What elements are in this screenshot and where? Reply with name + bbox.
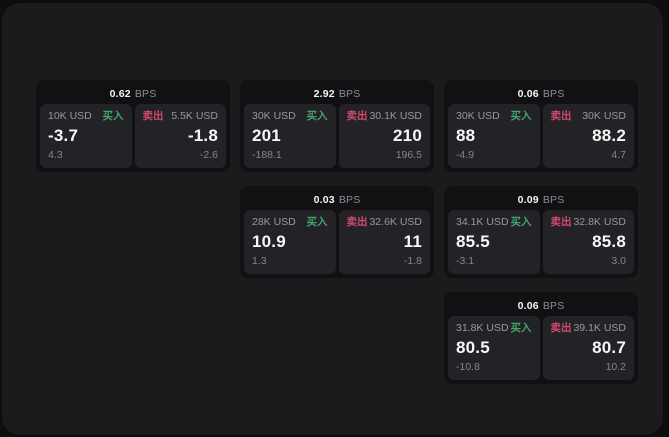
sell-amount: 32.8K USD — [573, 216, 626, 228]
card-header: 0.06 BPS — [448, 296, 634, 316]
sell-badge: 卖出 — [550, 322, 572, 334]
quote-card: 0.06 BPS 30K USD 买入 88 -4.9 卖出 30K USD 8… — [444, 80, 638, 172]
sell-price: 11 — [403, 232, 422, 251]
quote-card: 0.06 BPS 31.8K USD 买入 80.5 -10.8 卖出 39.1… — [444, 292, 638, 384]
bps-value: 0.06 — [517, 300, 539, 312]
buy-price: 201 — [252, 126, 281, 145]
buy-delta: -10.8 — [456, 361, 480, 373]
sell-delta: -1.8 — [403, 255, 422, 267]
buy-amount: 34.1K USD — [456, 216, 509, 228]
buy-delta: -3.1 — [456, 255, 475, 267]
buy-tile[interactable]: 28K USD 买入 10.9 1.3 — [244, 210, 336, 274]
sell-delta: 196.5 — [395, 149, 422, 161]
buy-price: 80.5 — [456, 338, 490, 357]
buy-price: 10.9 — [252, 232, 286, 251]
sell-badge: 卖出 — [550, 216, 572, 228]
bps-unit-label: BPS — [338, 88, 361, 100]
bps-value: 2.92 — [313, 88, 335, 100]
quote-card: 2.92 BPS 30K USD 买入 201 -188.1 卖出 30.1K … — [240, 80, 434, 172]
buy-tile[interactable]: 34.1K USD 买入 85.5 -3.1 — [448, 210, 540, 274]
sell-amount: 39.1K USD — [573, 322, 626, 334]
buy-tile[interactable]: 31.8K USD 买入 80.5 -10.8 — [448, 316, 540, 380]
sell-delta: 3.0 — [611, 255, 626, 267]
buy-amount: 28K USD — [252, 216, 296, 228]
sell-amount: 32.6K USD — [369, 216, 422, 228]
buy-amount: 10K USD — [48, 110, 92, 122]
card-header: 2.92 BPS — [244, 84, 430, 104]
sell-delta: 10.2 — [605, 361, 626, 373]
buy-amount: 30K USD — [252, 110, 296, 122]
bps-unit-label: BPS — [542, 194, 565, 206]
sell-tile[interactable]: 卖出 39.1K USD 80.7 10.2 — [542, 316, 634, 380]
buy-badge: 买入 — [510, 110, 532, 122]
buy-price: 85.5 — [456, 232, 490, 251]
quote-card: 0.03 BPS 28K USD 买入 10.9 1.3 卖出 32.6K US… — [240, 186, 434, 278]
buy-delta: -4.9 — [456, 149, 475, 161]
sell-price: 210 — [393, 126, 422, 145]
sell-badge: 卖出 — [550, 110, 572, 122]
sell-amount: 30.1K USD — [369, 110, 422, 122]
sell-badge: 卖出 — [346, 110, 368, 122]
buy-price: -3.7 — [48, 126, 79, 145]
bps-value: 0.62 — [109, 88, 131, 100]
sell-price: 80.7 — [592, 338, 626, 357]
card-header: 0.62 BPS — [40, 84, 226, 104]
buy-delta: 4.3 — [48, 149, 63, 161]
sell-tile[interactable]: 卖出 32.6K USD 11 -1.8 — [338, 210, 430, 274]
bps-unit-label: BPS — [542, 300, 565, 312]
main-panel: 0.62 BPS 10K USD 买入 -3.7 4.3 卖出 5.5K USD… — [2, 3, 663, 435]
buy-badge: 买入 — [510, 216, 532, 228]
sell-tile[interactable]: 卖出 32.8K USD 85.8 3.0 — [542, 210, 634, 274]
sell-price: -1.8 — [187, 126, 218, 145]
bps-value: 0.06 — [517, 88, 539, 100]
buy-tile[interactable]: 30K USD 买入 201 -188.1 — [244, 104, 336, 168]
bps-value: 0.03 — [313, 194, 335, 206]
sell-price: 85.8 — [592, 232, 626, 251]
sell-badge: 卖出 — [142, 110, 164, 122]
bps-unit-label: BPS — [542, 88, 565, 100]
buy-badge: 买入 — [510, 322, 532, 334]
buy-badge: 买入 — [306, 110, 328, 122]
sell-tile[interactable]: 卖出 30.1K USD 210 196.5 — [338, 104, 430, 168]
sell-amount: 5.5K USD — [171, 110, 218, 122]
buy-delta: -188.1 — [252, 149, 282, 161]
bps-unit-label: BPS — [338, 194, 361, 206]
sell-price: 88.2 — [592, 126, 626, 145]
bps-value: 0.09 — [517, 194, 539, 206]
sell-tile[interactable]: 卖出 30K USD 88.2 4.7 — [542, 104, 634, 168]
sell-badge: 卖出 — [346, 216, 368, 228]
card-header: 0.06 BPS — [448, 84, 634, 104]
buy-amount: 30K USD — [456, 110, 500, 122]
quote-card: 0.62 BPS 10K USD 买入 -3.7 4.3 卖出 5.5K USD… — [36, 80, 230, 172]
buy-badge: 买入 — [306, 216, 328, 228]
sell-amount: 30K USD — [582, 110, 626, 122]
sell-delta: 4.7 — [611, 149, 626, 161]
buy-tile[interactable]: 10K USD 买入 -3.7 4.3 — [40, 104, 132, 168]
buy-amount: 31.8K USD — [456, 322, 509, 334]
quote-card: 0.09 BPS 34.1K USD 买入 85.5 -3.1 卖出 32.8K… — [444, 186, 638, 278]
card-header: 0.03 BPS — [244, 190, 430, 210]
card-header: 0.09 BPS — [448, 190, 634, 210]
buy-badge: 买入 — [102, 110, 124, 122]
buy-delta: 1.3 — [252, 255, 267, 267]
sell-tile[interactable]: 卖出 5.5K USD -1.8 -2.6 — [134, 104, 226, 168]
buy-tile[interactable]: 30K USD 买入 88 -4.9 — [448, 104, 540, 168]
buy-price: 88 — [456, 126, 476, 145]
sell-delta: -2.6 — [199, 149, 218, 161]
bps-unit-label: BPS — [134, 88, 157, 100]
